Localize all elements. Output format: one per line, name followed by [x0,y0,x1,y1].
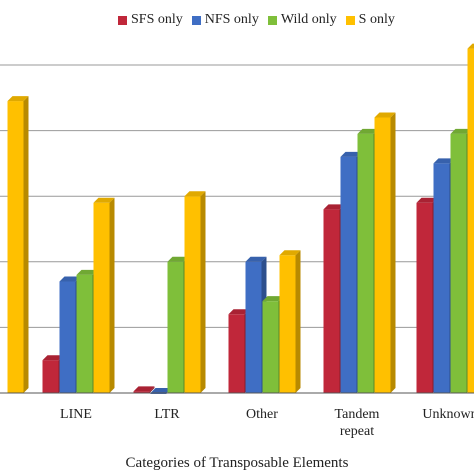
legend-swatch [191,15,201,25]
bar [7,96,29,393]
category-tick-label: LINE [60,407,92,422]
bar [374,112,396,393]
legend-label: NFS only [204,12,259,27]
bars-group [7,43,474,394]
legend-label: S only [358,12,395,27]
legend-label: SFS only [131,12,183,27]
bar [279,250,301,393]
legend-item: Wild only [267,12,337,28]
bar [93,197,115,393]
bar [467,43,474,393]
bar [184,191,206,393]
legend-swatch [267,15,277,25]
category-tick-label: Other [246,407,278,422]
legend: SFS only NFS only Wild only S only [118,12,395,28]
legend-item: NFS only [191,12,259,28]
legend-swatch [118,15,127,25]
x-axis-label: Categories of Transposable Elements [125,455,349,471]
legend-label: Wild only [280,12,337,27]
legend-item: SFS only [118,12,183,28]
category-tick-label: Unknown [422,407,474,422]
legend-swatch [345,15,355,25]
bar [133,386,155,393]
category-tick-label: Tandem repeat [334,407,380,439]
legend-item: S only [345,12,395,28]
category-tick-label: LTR [154,407,180,422]
